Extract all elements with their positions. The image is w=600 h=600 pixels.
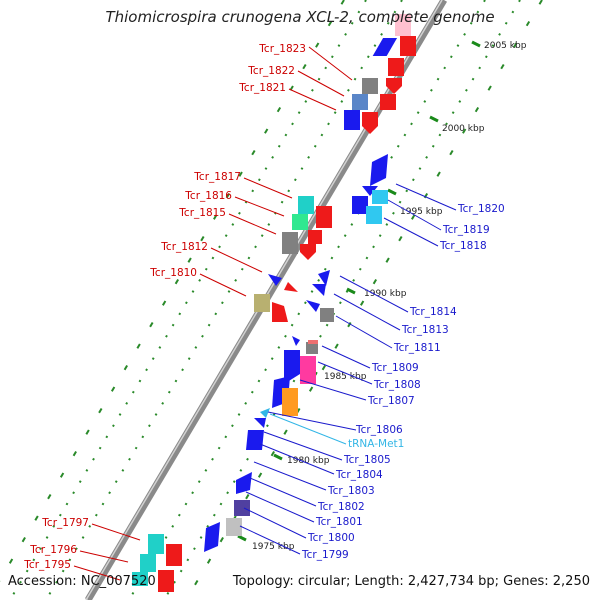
gene-tcr-1821[interactable] <box>344 110 360 130</box>
gene-label[interactable]: Tcr_1810 <box>149 267 197 279</box>
gene-label[interactable]: Tcr_1808 <box>373 379 421 391</box>
gene-block[interactable] <box>308 230 322 244</box>
gene-label[interactable]: Tcr_1800 <box>307 532 355 544</box>
gene-label[interactable]: Tcr_1811 <box>393 342 441 354</box>
gene-tcr-1806[interactable] <box>254 418 266 428</box>
gene-label[interactable]: Tcr_1813 <box>401 324 449 336</box>
gene-tcr-1822[interactable] <box>352 94 368 110</box>
gene-tcr-1813[interactable] <box>320 308 334 322</box>
gene-label[interactable]: Tcr_1796 <box>29 544 77 556</box>
gene-label[interactable]: Tcr_1818 <box>439 240 487 252</box>
gene-tcr-1809[interactable] <box>306 342 318 354</box>
forward-genes <box>132 14 416 592</box>
gene-tcr-1795[interactable] <box>132 572 148 586</box>
gene-block[interactable] <box>352 196 368 214</box>
gene-label[interactable]: Tcr_1801 <box>315 516 363 528</box>
gene-label[interactable]: Tcr_1809 <box>371 362 419 374</box>
forward-labels: Tcr_1823 Tcr_1822 Tcr_1821 Tcr_1817 Tcr_… <box>23 43 306 571</box>
gene-tcr-1819[interactable] <box>372 190 388 204</box>
gene-tcr-1817[interactable] <box>298 196 314 214</box>
gene-arrow[interactable] <box>312 284 326 296</box>
gene-tcr-1797[interactable] <box>148 534 164 554</box>
reverse-labels: Tcr_1820 Tcr_1819 Tcr_1818 Tcr_1814 Tcr_… <box>301 203 505 561</box>
gene-arrow[interactable] <box>300 244 316 260</box>
gene-block[interactable] <box>158 570 174 592</box>
gene-arrow[interactable] <box>236 472 252 494</box>
gene-label[interactable]: Tcr_1815 <box>178 207 226 219</box>
gene-label[interactable]: Tcr_1821 <box>238 82 286 94</box>
gene-block[interactable] <box>395 14 411 36</box>
gene-label[interactable]: Tcr_1823 <box>258 43 306 55</box>
gene-label[interactable]: Tcr_1795 <box>23 559 71 571</box>
gene-label[interactable]: Tcr_1807 <box>367 395 415 407</box>
gene-label[interactable]: Tcr_1797 <box>41 517 89 529</box>
gene-block[interactable] <box>372 38 398 56</box>
gene-tcr-1818[interactable] <box>366 206 382 224</box>
gene-tcr-1807[interactable] <box>282 388 298 416</box>
gene-block[interactable] <box>316 206 332 228</box>
scale-tick-label: 1985 kbp <box>324 372 367 382</box>
gene-tcr-1796[interactable] <box>140 554 156 572</box>
gene-label[interactable]: Tcr_1816 <box>184 190 232 202</box>
gene-block[interactable] <box>400 36 416 56</box>
gene-label[interactable]: Tcr_1819 <box>442 224 490 236</box>
gene-tcr-1801[interactable] <box>226 518 242 536</box>
gene-arrow[interactable] <box>362 186 378 196</box>
scale-tick-label: 1995 kbp <box>400 207 443 217</box>
gene-tcr-1814[interactable] <box>318 270 330 286</box>
gene-label[interactable]: Tcr_1820 <box>457 203 505 215</box>
gene-arrow[interactable] <box>386 78 402 94</box>
gene-label[interactable]: Tcr_1799 <box>301 549 349 561</box>
gene-tcr-1820[interactable] <box>370 154 388 186</box>
gene-arrow[interactable] <box>284 282 298 292</box>
gene-arrow[interactable] <box>284 350 300 384</box>
scale-tick-label: 2005 kbp <box>484 41 527 51</box>
gene-arrow[interactable] <box>272 302 288 322</box>
genome-summary-text: Topology: circular; Length: 2,427,734 bp… <box>232 574 590 589</box>
gene-arrow[interactable] <box>246 430 264 450</box>
gene-tcr-1815[interactable] <box>282 232 298 254</box>
gene-label[interactable]: Tcr_1814 <box>409 306 457 318</box>
gene-block[interactable] <box>380 94 396 110</box>
gene-arrow[interactable] <box>362 112 378 134</box>
gene-label-trna[interactable]: tRNA-Met1 <box>348 438 404 450</box>
scale-tick-label: 1980 kbp <box>287 456 330 466</box>
gene-arrow[interactable] <box>306 300 320 312</box>
reverse-genes <box>204 154 388 552</box>
gene-tcr-1811[interactable] <box>292 336 300 346</box>
gene-tcr-1808[interactable] <box>300 356 316 384</box>
leader-line-trna <box>269 413 347 445</box>
genome-title: Thiomicrospira crunogena XCL-2, complete… <box>105 8 495 26</box>
gene-block[interactable] <box>388 58 404 76</box>
leader-lines-reverse <box>239 183 457 555</box>
gene-tcr-1812[interactable] <box>268 274 282 286</box>
gene-tcr-1810[interactable] <box>254 294 270 312</box>
scale-tick-label: 1975 kbp <box>252 542 295 552</box>
leader-lines-forward <box>73 46 353 581</box>
gene-arrow[interactable] <box>204 522 220 552</box>
scale-tick-label: 1990 kbp <box>364 289 407 299</box>
scale-tick-label: 2000 kbp <box>442 124 485 134</box>
gene-tcr-1823[interactable] <box>362 78 378 94</box>
gene-label[interactable]: Tcr_1822 <box>247 65 295 77</box>
gene-tcr-1816[interactable] <box>292 214 308 230</box>
gene-block[interactable] <box>308 340 318 344</box>
accession-text: Accession: NC_007520 <box>8 574 156 589</box>
gene-tcr-1802[interactable] <box>234 500 250 516</box>
gene-label[interactable]: Tcr_1804 <box>335 469 383 481</box>
gene-label[interactable]: Tcr_1812 <box>160 241 208 253</box>
gene-label[interactable]: Tcr_1802 <box>317 501 365 513</box>
gene-label[interactable]: Tcr_1817 <box>193 171 241 183</box>
gene-arrow[interactable] <box>260 408 270 418</box>
gene-label[interactable]: Tcr_1805 <box>343 454 391 466</box>
gene-label[interactable]: Tcr_1806 <box>355 424 403 436</box>
gene-block[interactable] <box>166 544 182 566</box>
gene-label[interactable]: Tcr_1803 <box>327 485 375 497</box>
